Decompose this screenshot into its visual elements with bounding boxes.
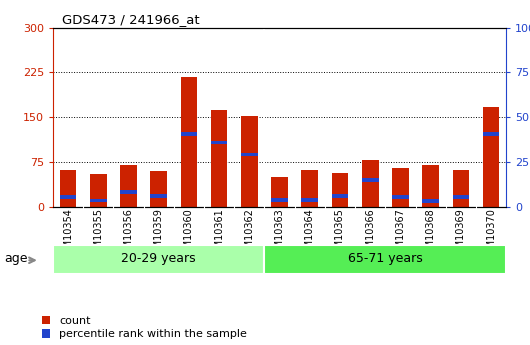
Bar (90, 199, 107, 202)
Bar (151, 171, 167, 207)
Bar (90, 174, 107, 207)
Legend: count, percentile rank within the sample: count, percentile rank within the sample (41, 316, 248, 339)
Bar (181, 132, 197, 136)
FancyBboxPatch shape (264, 245, 506, 274)
Bar (211, 141, 227, 144)
Bar (271, 198, 288, 201)
Bar (120, 190, 137, 194)
Bar (483, 107, 499, 207)
Bar (53, 207, 506, 345)
Bar (211, 110, 227, 207)
Bar (151, 195, 167, 198)
Bar (392, 168, 409, 207)
FancyBboxPatch shape (53, 245, 264, 274)
Text: GDS473 / 241966_at: GDS473 / 241966_at (62, 13, 200, 27)
Bar (392, 195, 409, 199)
Bar (362, 178, 378, 182)
Bar (332, 195, 348, 198)
Bar (422, 165, 439, 207)
Text: age: age (4, 253, 28, 265)
Text: 20-29 years: 20-29 years (121, 253, 196, 265)
Bar (332, 173, 348, 207)
Bar (302, 198, 318, 201)
Bar (241, 116, 258, 207)
Bar (271, 177, 288, 207)
Bar (422, 199, 439, 203)
Bar (181, 77, 197, 207)
Bar (241, 152, 258, 156)
Bar (453, 195, 469, 199)
Bar (362, 160, 378, 207)
Bar (120, 165, 137, 207)
Bar (302, 170, 318, 207)
Bar (60, 170, 76, 207)
Bar (453, 170, 469, 207)
Text: 65-71 years: 65-71 years (348, 253, 423, 265)
Bar (483, 132, 499, 136)
Bar (60, 195, 76, 199)
